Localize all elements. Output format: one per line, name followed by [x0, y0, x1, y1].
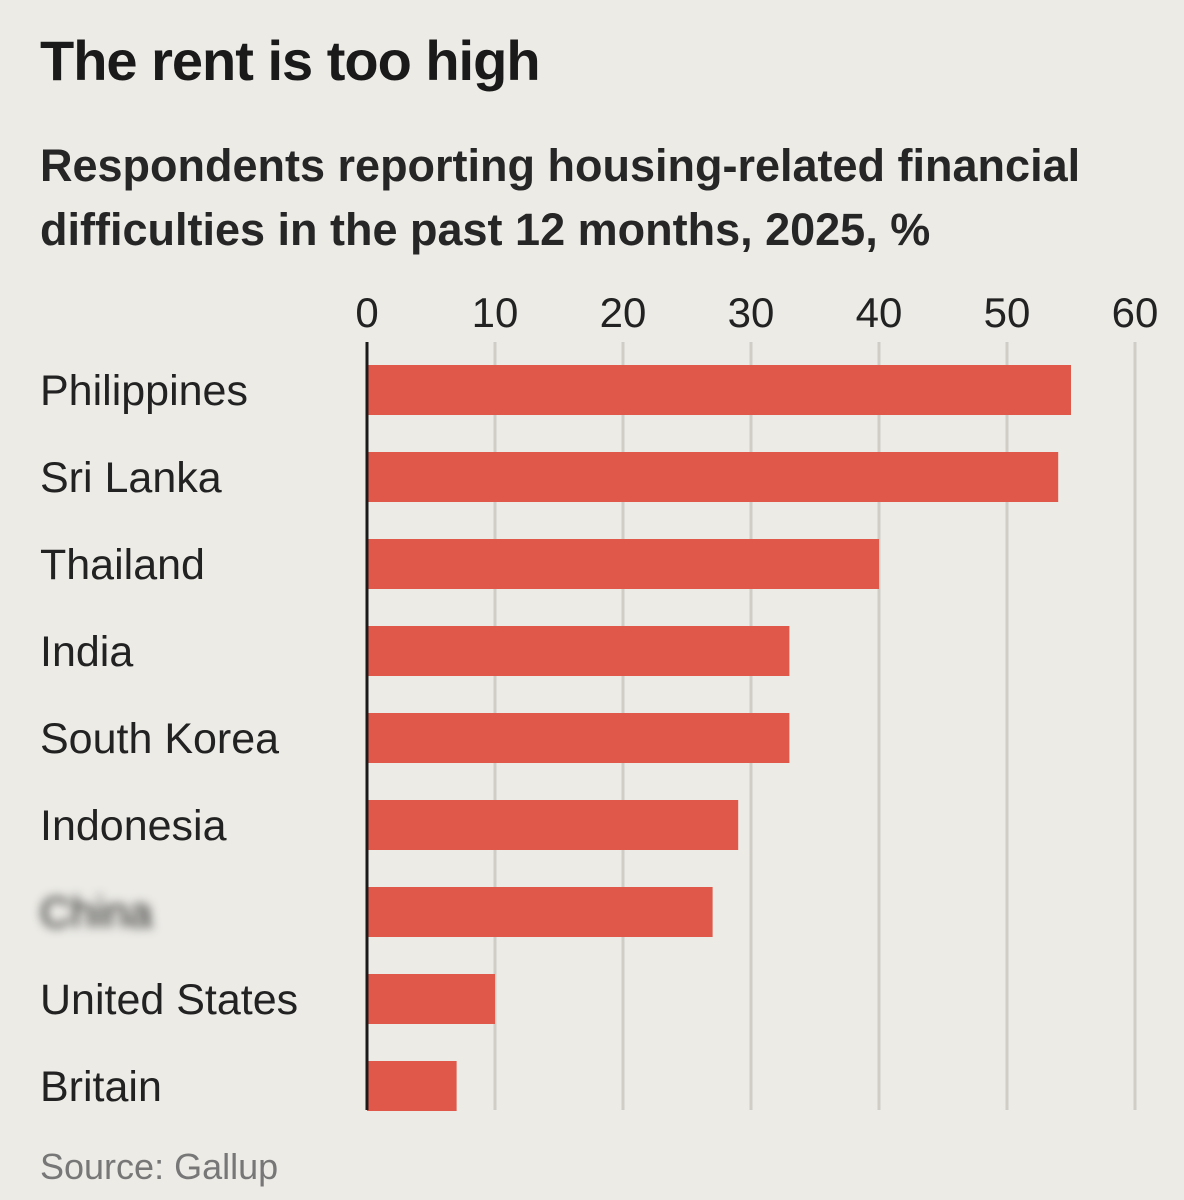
source-note: Source: Gallup	[40, 1146, 279, 1187]
category-label: Indonesia	[40, 802, 227, 850]
x-tick-label: 0	[355, 289, 378, 336]
bar-thailand	[367, 539, 879, 589]
x-tick-label: 60	[1112, 289, 1159, 336]
category-label: China	[40, 889, 152, 937]
bar-sri-lanka	[367, 452, 1059, 502]
bar-united-states	[367, 974, 495, 1024]
category-label: Sri Lanka	[40, 454, 222, 502]
bar-south-korea	[367, 713, 790, 763]
category-label: United States	[40, 976, 298, 1024]
x-tick-label: 10	[472, 289, 519, 336]
category-label: Philippines	[40, 367, 248, 415]
bars	[367, 365, 1071, 1111]
category-label: South Korea	[40, 715, 279, 763]
category-label: Britain	[40, 1063, 162, 1111]
x-tick-label: 50	[984, 289, 1031, 336]
category-labels: Philippines Sri Lanka Thailand India South K…	[40, 367, 298, 1111]
x-tick-label: 30	[728, 289, 775, 336]
x-tick-label: 40	[856, 289, 903, 336]
x-axis-ticks: 0 10 20 30 40 50 60	[355, 289, 1158, 336]
bar-indonesia	[367, 800, 739, 850]
bar-china	[367, 887, 713, 937]
category-label: Thailand	[40, 541, 205, 589]
chart-title: The rent is too high	[40, 29, 541, 92]
bar-philippines	[367, 365, 1071, 415]
category-label: India	[40, 628, 133, 676]
bar-india	[367, 626, 790, 676]
x-tick-label: 20	[600, 289, 647, 336]
chart-subtitle: Respondents reporting housing-related fi…	[40, 140, 1081, 255]
bar-britain	[367, 1061, 457, 1111]
